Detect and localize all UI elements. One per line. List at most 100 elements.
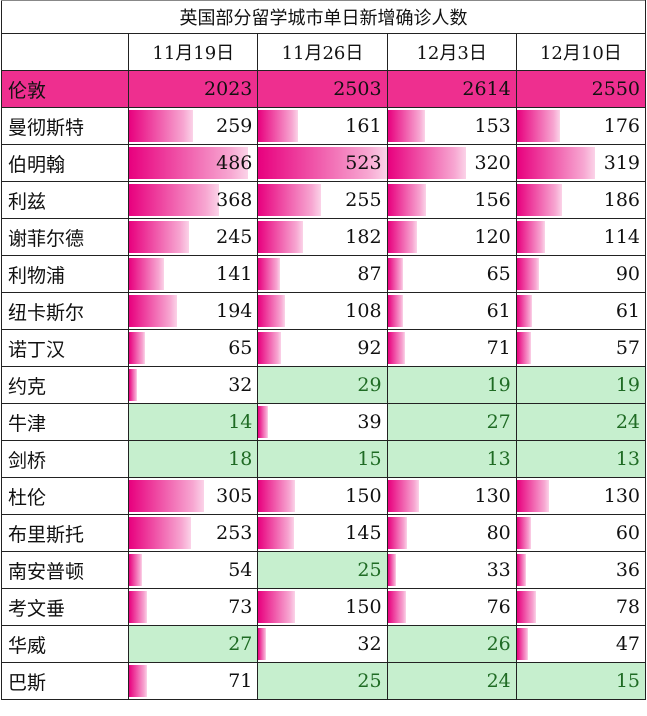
value-label: 253 (216, 522, 253, 544)
data-bar (516, 295, 532, 327)
value-label: 150 (345, 596, 382, 618)
data-bar (129, 221, 190, 253)
value-cell: 2503 (257, 70, 388, 108)
value-cell: 26 (386, 625, 517, 663)
table-row: 伯明翰 486 523 320 319 (0, 144, 647, 182)
value-cell: 182 (257, 218, 388, 256)
data-table: 英国部分留学城市单日新增确诊人数 11月19日 11月26日 12月3日 12月… (0, 0, 647, 700)
value-label: 141 (216, 263, 253, 285)
value-cell: 15 (257, 440, 388, 478)
value-cell: 13 (386, 440, 517, 478)
table-row: 牛津 14 39 27 24 (0, 403, 647, 441)
city-name: 南安普顿 (0, 551, 130, 589)
value-cell: 150 (257, 588, 388, 626)
value-label: 145 (345, 522, 382, 544)
value-cell: 145 (257, 514, 388, 552)
value-cell: 24 (515, 403, 647, 441)
data-bar (258, 628, 267, 660)
value-cell: 130 (515, 477, 647, 515)
value-cell: 108 (257, 292, 388, 330)
value-cell: 130 (386, 477, 517, 515)
title-row: 英国部分留学城市单日新增确诊人数 (1, 0, 646, 34)
value-label: 176 (603, 115, 640, 137)
value-cell: 65 (386, 255, 517, 293)
value-label: 486 (216, 152, 253, 174)
value-cell: 36 (515, 551, 647, 589)
data-bar (516, 258, 539, 290)
data-bar (129, 184, 220, 216)
value-label: 76 (486, 596, 511, 618)
data-bar (387, 332, 405, 364)
header-row: 11月19日 11月26日 12月3日 12月10日 (0, 33, 647, 71)
column-header: 12月3日 (386, 33, 517, 71)
table-row: 华威 27 32 26 47 (0, 625, 647, 663)
data-bar (516, 591, 536, 623)
value-cell: 2550 (515, 70, 647, 108)
value-label: 130 (603, 485, 640, 507)
value-cell: 194 (128, 292, 259, 330)
value-label: 2023 (204, 78, 253, 100)
table-row: 谢菲尔德 245 182 120 114 (0, 218, 647, 256)
value-cell: 486 (128, 144, 259, 182)
value-label: 71 (228, 670, 253, 692)
city-name: 剑桥 (0, 440, 130, 478)
city-name: 伦敦 (0, 70, 130, 108)
data-bar (516, 554, 526, 586)
table-row: 利兹 368 255 156 186 (0, 181, 647, 219)
data-bar (129, 110, 193, 142)
value-cell: 156 (386, 181, 517, 219)
value-label: 78 (615, 596, 640, 618)
value-cell: 2023 (128, 70, 259, 108)
value-label: 18 (228, 448, 253, 470)
value-cell: 47 (515, 625, 647, 663)
value-cell: 114 (515, 218, 647, 256)
value-label: 36 (615, 559, 640, 581)
value-cell: 71 (386, 329, 517, 367)
data-bar (387, 147, 466, 179)
value-cell: 150 (257, 477, 388, 515)
city-name: 利物浦 (0, 255, 130, 293)
data-bar (129, 517, 192, 549)
value-label: 255 (345, 189, 382, 211)
value-label: 368 (216, 189, 253, 211)
value-cell: 186 (515, 181, 647, 219)
value-cell: 32 (257, 625, 388, 663)
city-name: 纽卡斯尔 (0, 292, 130, 330)
value-cell: 320 (386, 144, 517, 182)
data-bar (387, 110, 426, 142)
data-bar (258, 517, 294, 549)
value-label: 150 (345, 485, 382, 507)
value-label: 25 (357, 670, 382, 692)
city-name: 牛津 (0, 403, 130, 441)
value-label: 73 (228, 596, 253, 618)
table-title: 英国部分留学城市单日新增确诊人数 (1, 0, 646, 34)
city-name: 杜伦 (0, 477, 130, 515)
data-bar (258, 332, 281, 364)
data-bar (258, 591, 296, 623)
value-label: 61 (615, 300, 640, 322)
value-cell: 57 (515, 329, 647, 367)
data-bar (516, 184, 563, 216)
data-bar (516, 332, 531, 364)
data-bar (258, 295, 285, 327)
value-label: 80 (486, 522, 511, 544)
value-cell: 90 (515, 255, 647, 293)
column-header: 12月10日 (515, 33, 647, 71)
city-name: 诺丁汉 (0, 329, 130, 367)
value-label: 24 (486, 670, 511, 692)
data-bar (516, 147, 595, 179)
data-bar (258, 221, 303, 253)
city-name: 利兹 (0, 181, 130, 219)
value-label: 54 (228, 559, 253, 581)
data-bar (516, 628, 529, 660)
value-cell: 33 (386, 551, 517, 589)
value-label: 32 (357, 633, 382, 655)
value-label: 71 (486, 337, 511, 359)
value-cell: 25 (257, 662, 388, 700)
value-cell: 153 (386, 107, 517, 145)
data-bar (129, 665, 147, 697)
data-bar (387, 554, 396, 586)
table-row: 纽卡斯尔 194 108 61 61 (0, 292, 647, 330)
value-label: 65 (228, 337, 253, 359)
value-label: 2550 (591, 78, 640, 100)
